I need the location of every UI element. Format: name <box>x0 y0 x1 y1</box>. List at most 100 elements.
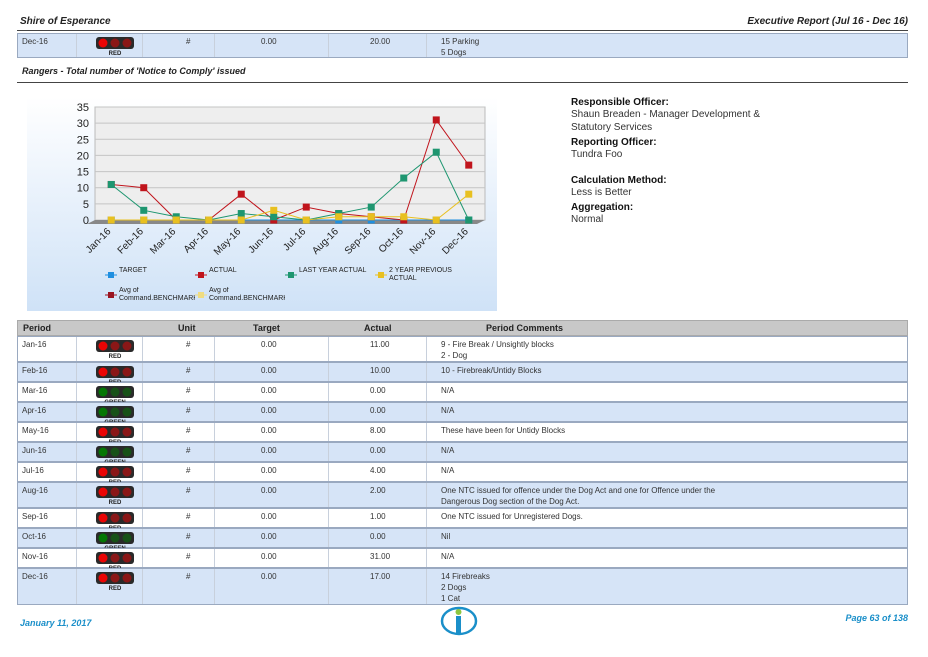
header-title: Shire of Esperance <box>20 16 111 27</box>
lamp <box>98 467 108 477</box>
actual: 8.00 <box>370 426 386 435</box>
unit: # <box>186 386 191 395</box>
column-header: Target <box>253 323 280 333</box>
legend-item: ACTUAL <box>209 267 237 274</box>
column-header: Period <box>23 323 52 333</box>
footer-date: January 11, 2017 <box>20 618 92 628</box>
col-divider <box>76 509 77 527</box>
col-divider <box>142 569 143 604</box>
col-divider <box>142 337 143 361</box>
legend-swatch <box>108 292 114 298</box>
col-divider <box>214 483 215 507</box>
lamp <box>122 427 132 437</box>
unit: # <box>186 486 191 495</box>
point <box>107 180 115 188</box>
table-row: Mar-16 GREEN #0.00 0.00 N/A <box>17 382 908 405</box>
col-divider <box>328 423 329 441</box>
legend-item: 2 YEAR PREVIOUS ACTUAL <box>389 267 452 282</box>
comment: Dangerous Dog section of the Dog Act. <box>441 497 580 506</box>
col-divider <box>142 403 143 421</box>
col-divider <box>426 337 427 361</box>
section-rule <box>17 82 908 83</box>
lamp <box>98 387 108 397</box>
plot-area <box>94 106 486 221</box>
col-divider <box>76 403 77 421</box>
col-divider <box>426 569 427 604</box>
period: Sep-16 <box>22 512 48 521</box>
actual: 31.00 <box>370 552 391 561</box>
legend-item: Avg of Command.BENCHMARK <box>119 287 195 302</box>
legend-label: Avg of Command.BENCHMARK <box>209 287 285 302</box>
comment: N/A <box>441 466 455 475</box>
col-divider <box>328 34 329 57</box>
lamp <box>110 427 120 437</box>
unit: # <box>186 512 191 521</box>
point <box>432 116 440 124</box>
info-label: Aggregation: <box>571 202 634 213</box>
lamp <box>98 513 108 523</box>
status-label: RED <box>109 500 122 505</box>
lamp <box>98 367 108 377</box>
target: 0.00 <box>261 486 277 495</box>
info-block: Calculation Method: Less is Better <box>571 175 771 199</box>
unit: # <box>186 532 191 541</box>
comment: 2 Dogs <box>441 583 467 592</box>
col-divider <box>214 549 215 567</box>
status-light: RED <box>96 340 134 359</box>
point <box>205 216 213 224</box>
unit: # <box>186 406 191 415</box>
col-divider <box>426 443 427 461</box>
table-row: Jun-16GREEN#0.000.00N/A <box>17 442 908 465</box>
table-row: Sep-16 RED #0.00 1.00 One NTC issued for Unr… <box>17 508 908 531</box>
col-divider <box>426 509 427 527</box>
period: Nov-16 <box>22 552 48 561</box>
status-light: RED <box>96 426 134 445</box>
lamp <box>110 573 120 583</box>
unit: # <box>186 466 191 475</box>
unit: # <box>186 446 191 455</box>
unit: # <box>186 340 191 349</box>
status-light: RED <box>96 572 134 591</box>
comment: N/A <box>441 406 455 415</box>
status-light: RED <box>96 37 134 56</box>
col-divider <box>142 34 143 57</box>
y-tick-label: 30 <box>77 118 89 130</box>
actual: 0.00 <box>370 406 386 415</box>
col-divider <box>328 569 329 604</box>
lamp <box>110 447 120 457</box>
legend-swatch <box>288 272 294 278</box>
comment: These have been for Untidy Blocks <box>441 426 566 435</box>
lamp <box>110 341 120 351</box>
legend-label: Avg of Command.BENCHMARK <box>119 287 195 302</box>
period: Jul-16 <box>22 466 44 475</box>
lamp <box>110 38 120 48</box>
col-divider <box>76 34 77 57</box>
legend-swatch <box>108 272 114 278</box>
target: 0.00 <box>261 366 277 375</box>
lamp <box>110 407 120 417</box>
col-divider <box>328 529 329 547</box>
y-tick-label: 10 <box>77 183 89 195</box>
target: 0.00 <box>261 572 277 581</box>
header-rule <box>17 30 908 31</box>
col-divider <box>426 549 427 567</box>
comment: 2 - Dog <box>441 351 468 360</box>
col-divider <box>426 403 427 421</box>
col-divider <box>328 337 329 361</box>
lamp <box>122 467 132 477</box>
footer-page: Page 63 of 138 <box>845 613 908 623</box>
lamp <box>110 387 120 397</box>
target: 0.00 <box>261 512 277 521</box>
lamp <box>122 487 132 497</box>
col-divider <box>214 337 215 361</box>
info-value: Less is Better <box>571 187 632 198</box>
target: 0.00 <box>261 426 277 435</box>
actual: 0.00 <box>370 386 386 395</box>
lamp <box>122 513 132 523</box>
col-divider <box>426 483 427 507</box>
point <box>140 206 148 214</box>
col-divider <box>142 443 143 461</box>
table-row: Dec-16 RED #0.00 17.00 14 Firebreaks 2 Dogs 1 … <box>17 568 908 605</box>
